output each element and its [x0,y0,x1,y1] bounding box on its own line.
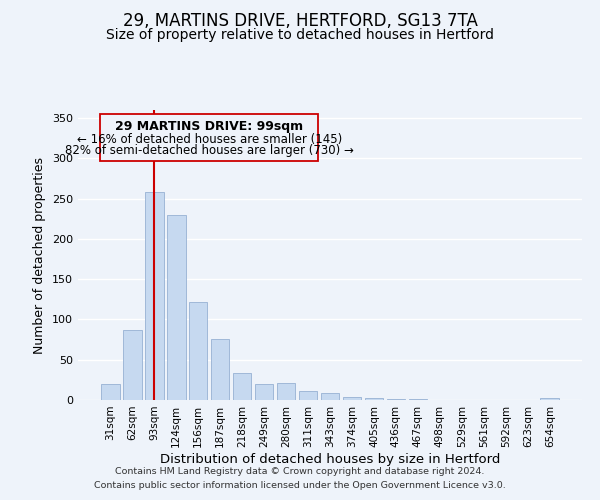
Bar [189,302,208,400]
Text: Contains HM Land Registry data © Crown copyright and database right 2024.: Contains HM Land Registry data © Crown c… [115,467,485,476]
Text: Contains public sector information licensed under the Open Government Licence v3: Contains public sector information licen… [94,481,506,490]
Bar [101,384,119,400]
Text: 29 MARTINS DRIVE: 99sqm: 29 MARTINS DRIVE: 99sqm [115,120,303,134]
Bar [541,398,559,400]
Bar [277,383,295,400]
Bar [167,214,185,400]
FancyBboxPatch shape [100,114,318,161]
Text: ← 16% of detached houses are smaller (145): ← 16% of detached houses are smaller (14… [77,132,342,145]
Bar [343,397,361,400]
X-axis label: Distribution of detached houses by size in Hertford: Distribution of detached houses by size … [160,452,500,466]
Text: 29, MARTINS DRIVE, HERTFORD, SG13 7TA: 29, MARTINS DRIVE, HERTFORD, SG13 7TA [122,12,478,30]
Bar [299,391,317,400]
Text: Size of property relative to detached houses in Hertford: Size of property relative to detached ho… [106,28,494,42]
Bar [320,393,340,400]
Bar [233,374,251,400]
Bar [386,399,405,400]
Bar [145,192,164,400]
Bar [211,339,229,400]
Y-axis label: Number of detached properties: Number of detached properties [34,156,46,354]
Text: 82% of semi-detached houses are larger (730) →: 82% of semi-detached houses are larger (… [65,144,353,157]
Bar [255,384,274,400]
Bar [409,399,427,400]
Bar [365,398,383,400]
Bar [123,330,142,400]
